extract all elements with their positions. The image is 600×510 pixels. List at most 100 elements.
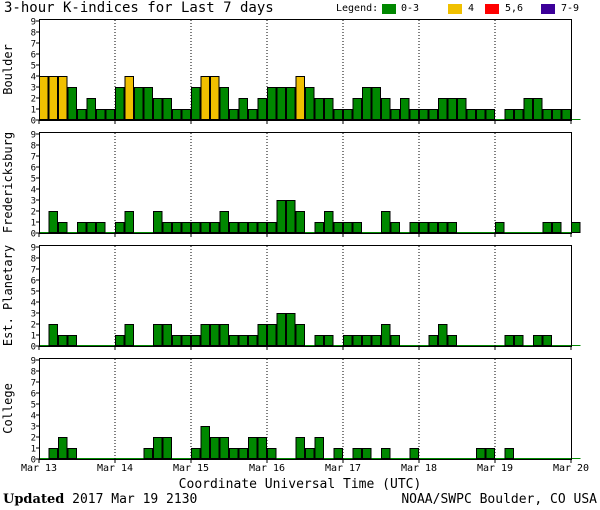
bar xyxy=(333,345,343,346)
bar xyxy=(485,109,495,120)
bar xyxy=(362,448,372,459)
bar xyxy=(390,222,400,233)
bar xyxy=(143,87,153,120)
bar xyxy=(219,87,229,120)
bar xyxy=(191,222,201,233)
bar xyxy=(542,458,552,459)
legend-text-4: 4 xyxy=(468,3,475,14)
bar xyxy=(48,448,58,459)
bar xyxy=(447,335,457,346)
bar xyxy=(542,335,552,346)
bar xyxy=(457,458,467,459)
bar xyxy=(267,448,277,459)
bar xyxy=(447,222,457,233)
bar xyxy=(485,232,495,233)
y-tick-label: 4 xyxy=(31,412,36,422)
bar xyxy=(238,98,248,120)
bar xyxy=(333,222,343,233)
bar xyxy=(295,324,305,346)
bar xyxy=(495,119,505,120)
bar xyxy=(115,87,125,120)
bar xyxy=(466,345,476,346)
bar xyxy=(466,458,476,459)
bar xyxy=(305,87,315,120)
y-tick-label: 3 xyxy=(31,423,36,433)
bar xyxy=(333,109,343,120)
bar xyxy=(476,345,486,346)
y-tick-label: 3 xyxy=(31,84,36,94)
bar xyxy=(162,98,172,120)
bar xyxy=(134,232,144,233)
bar xyxy=(67,232,77,233)
bar xyxy=(419,345,429,346)
legend-text-0-3: 0-3 xyxy=(401,3,420,14)
bar xyxy=(286,87,296,120)
bar xyxy=(191,87,201,120)
bar xyxy=(96,345,106,346)
bar xyxy=(514,109,524,120)
y-tick-label: 9 xyxy=(31,357,36,367)
bar xyxy=(305,448,315,459)
bar xyxy=(86,98,96,120)
bar xyxy=(153,211,163,233)
bar xyxy=(200,76,210,120)
bar xyxy=(124,324,134,346)
bar xyxy=(210,437,220,459)
bar xyxy=(143,345,153,346)
y-tick-label: 9 xyxy=(31,244,36,254)
bar xyxy=(571,119,581,120)
bar xyxy=(105,109,115,120)
bar xyxy=(428,458,438,459)
panel-frame xyxy=(39,132,572,234)
bar xyxy=(267,87,277,120)
bar xyxy=(295,437,305,459)
bar xyxy=(533,335,543,346)
bar xyxy=(495,345,505,346)
bar xyxy=(162,324,172,346)
y-tick-label: 5 xyxy=(31,288,36,298)
bar xyxy=(428,109,438,120)
bar xyxy=(352,222,362,233)
legend-swatch-0-3 xyxy=(382,4,396,14)
y-tick-label: 1 xyxy=(31,106,36,116)
panel-ylabel: Boulder xyxy=(1,44,15,95)
y-tick-label: 0 xyxy=(31,117,36,127)
y-tick-label: 7 xyxy=(31,266,36,276)
bar xyxy=(286,200,296,233)
bar xyxy=(276,200,286,233)
y-tick-label: 8 xyxy=(31,255,36,265)
bar xyxy=(542,109,552,120)
bar xyxy=(571,345,581,346)
bar xyxy=(438,324,448,346)
bar xyxy=(409,109,419,120)
bar xyxy=(504,335,514,346)
bar xyxy=(134,458,144,459)
bar xyxy=(77,458,87,459)
bar xyxy=(457,232,467,233)
bar xyxy=(124,76,134,120)
bar xyxy=(438,222,448,233)
bar xyxy=(134,345,144,346)
bar xyxy=(390,335,400,346)
panel-frame xyxy=(39,19,572,121)
bar xyxy=(561,232,571,233)
bar xyxy=(381,324,391,346)
bar xyxy=(428,222,438,233)
y-tick-label: 2 xyxy=(31,208,36,218)
bar xyxy=(229,222,239,233)
bar xyxy=(371,87,381,120)
bar xyxy=(542,222,552,233)
bar xyxy=(514,232,524,233)
legend-swatch-7-9 xyxy=(541,4,555,14)
bar xyxy=(238,448,248,459)
y-tick-label: 2 xyxy=(31,95,36,105)
bar xyxy=(400,345,410,346)
y-tick-label: 9 xyxy=(31,18,36,28)
bar xyxy=(552,109,562,120)
bar xyxy=(181,109,191,120)
bar xyxy=(77,345,87,346)
bar xyxy=(409,222,419,233)
bar xyxy=(96,458,106,459)
bar xyxy=(419,222,429,233)
legend-swatch-5-6 xyxy=(485,4,499,14)
